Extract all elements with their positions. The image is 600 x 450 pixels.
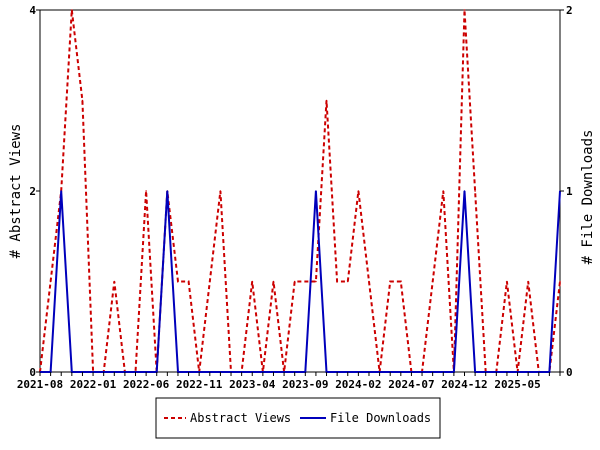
data-point-abstract-views-2023-11	[325, 99, 328, 102]
y-left-tick-label-0: 0	[29, 366, 36, 379]
y-right-tick-label-1: 1	[566, 185, 573, 198]
data-point-abstract-views-2023-09	[304, 280, 307, 283]
data-point-abstract-views-2024-10	[442, 190, 445, 192]
data-point-abstract-views-2023-01	[219, 190, 222, 192]
legend-box	[155, 397, 441, 439]
data-point-abstract-views-2023-12	[336, 280, 338, 283]
data-point-abstract-views-2021-12	[81, 99, 84, 102]
data-point-abstract-views-2022-12	[208, 280, 211, 283]
y-axis-left-title: # Abstract Views	[8, 124, 24, 259]
x-tick-label-2023-09: 2023-09	[282, 378, 328, 391]
data-point-abstract-views-2025-06	[527, 280, 529, 283]
series-line-file-downloads	[40, 190, 561, 373]
y-right-tick-label-0: 0	[566, 366, 573, 379]
y-left-tick-label-2: 2	[29, 185, 36, 198]
x-tick-label-2023-04: 2023-04	[229, 378, 276, 391]
data-point-abstract-views-2023-10	[315, 280, 317, 283]
legend-label-abstract-views: Abstract Views	[190, 411, 291, 425]
data-point-abstract-views-2023-06	[272, 280, 275, 283]
legend-label-file-downloads: File Downloads	[330, 411, 431, 425]
y-left-tick-label-4: 4	[29, 4, 36, 17]
data-point-abstract-views-2024-09	[431, 280, 434, 283]
data-point-abstract-views-2024-01	[346, 280, 349, 283]
data-point-abstract-views-2021-11	[71, 9, 73, 11]
x-tick-label-2024-07: 2024-07	[388, 378, 434, 391]
legend: Abstract Views File Downloads	[155, 397, 441, 439]
x-tick-label-2024-02: 2024-02	[335, 378, 381, 391]
x-tick-label-2025-05: 2025-05	[494, 378, 540, 391]
data-point-abstract-views-2022-09	[177, 280, 179, 283]
plot-area	[39, 9, 561, 373]
data-point-file-downloads-2024-12	[463, 190, 466, 192]
data-point-abstract-views-2022-10	[187, 280, 190, 283]
data-point-abstract-views-2025-01	[474, 190, 476, 192]
data-point-file-downloads-2022-08	[166, 190, 169, 192]
x-tick-label-2022-06: 2022-06	[123, 378, 170, 391]
x-tick-label-2024-12: 2024-12	[441, 378, 487, 391]
data-point-abstract-views-2025-09	[559, 280, 561, 283]
data-point-abstract-views-2024-02	[357, 190, 360, 192]
data-point-abstract-views-2024-05	[389, 280, 392, 283]
data-point-file-downloads-2021-10	[60, 190, 63, 192]
data-point-abstract-views-2025-04	[506, 280, 508, 283]
data-point-abstract-views-2022-06	[145, 190, 147, 192]
axis-layer: 2021-08 2022-01 2022-06 2022-11 2023-04 2023-…	[17, 4, 573, 391]
data-point-file-downloads-2023-10	[315, 190, 317, 192]
data-point-abstract-views-2022-03	[113, 280, 116, 283]
y-right-tick-label-2: 2	[566, 4, 573, 17]
x-tick-label-2021-08: 2021-08	[17, 378, 63, 391]
data-point-abstract-views-2023-04	[251, 280, 254, 283]
data-point-abstract-views-2023-08	[293, 280, 296, 283]
y-axis-right-title: # File Downloads	[580, 130, 596, 265]
x-tick-label-2022-11: 2022-11	[176, 378, 223, 391]
data-point-abstract-views-2021-09	[49, 280, 52, 283]
data-point-abstract-views-2024-12	[463, 9, 466, 11]
data-point-abstract-views-2024-06	[400, 280, 402, 283]
x-tick-label-2022-01: 2022-01	[70, 378, 117, 391]
data-point-abstract-views-2024-03	[368, 280, 370, 283]
